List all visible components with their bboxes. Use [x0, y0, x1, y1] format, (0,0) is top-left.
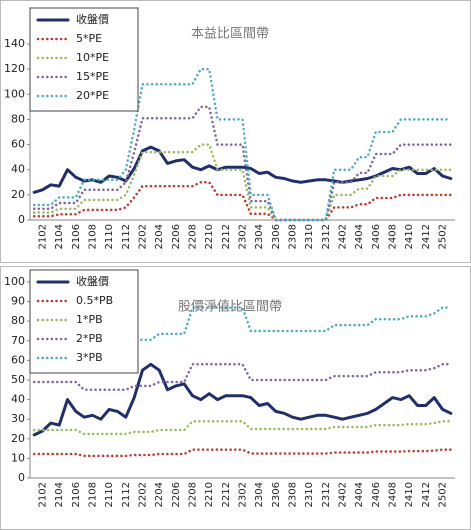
legend-label: 20*PE [76, 89, 109, 102]
x-tick-label: 2208 [188, 482, 199, 507]
series-line [32, 363, 453, 392]
x-tick-label: 2110 [104, 224, 115, 249]
x-tick-label: 2404 [354, 482, 365, 507]
x-tick-label: 2110 [104, 482, 115, 507]
x-tick-label: 2102 [38, 224, 49, 249]
x-tick-label: 2308 [288, 482, 299, 507]
y-tick-label: 140 [4, 37, 25, 50]
series-line [32, 419, 453, 436]
series-line [32, 181, 453, 222]
x-tick-label: 2306 [271, 224, 282, 249]
x-tick-label: 2212 [221, 482, 232, 507]
y-tick-label: 120 [4, 62, 25, 75]
x-tick-label: 2208 [188, 224, 199, 249]
legend-box [29, 7, 139, 112]
x-tick-label: 2310 [304, 482, 315, 507]
series-line [32, 105, 453, 222]
x-tick-label: 2412 [421, 224, 432, 249]
x-tick-label: 2206 [171, 224, 182, 249]
x-tick-label: 2112 [121, 482, 132, 507]
y-tick-label: 0 [18, 213, 25, 226]
x-tick-label: 2204 [154, 224, 165, 249]
legend-label: 3*PB [76, 351, 103, 364]
y-tick-label: 80 [11, 112, 25, 125]
x-tick-label: 2308 [288, 224, 299, 249]
x-tick-label: 2108 [88, 224, 99, 249]
x-tick-label: 2406 [371, 482, 382, 507]
legend-label: 0.5*PB [76, 294, 113, 307]
legend-box [29, 269, 139, 374]
x-tick-label: 2304 [254, 482, 265, 507]
legend-label: 15*PE [76, 70, 109, 83]
x-tick-label: 2302 [238, 224, 249, 249]
x-tick-label: 2404 [354, 224, 365, 249]
x-tick-label: 2410 [404, 224, 415, 249]
legend-label: 2*PB [76, 332, 103, 345]
x-tick-label: 2402 [338, 224, 349, 249]
series-line [32, 143, 453, 222]
legend-label: 10*PE [76, 51, 109, 64]
x-tick-label: 2312 [321, 482, 332, 507]
x-tick-label: 2104 [54, 224, 65, 249]
y-tick-label: 50 [11, 373, 25, 386]
y-tick-label: 60 [11, 138, 25, 151]
y-tick-label: 40 [11, 393, 25, 406]
x-tick-label: 2302 [238, 482, 249, 507]
x-tick-label: 2102 [38, 482, 49, 507]
y-tick-label: 70 [11, 334, 25, 347]
x-tick-label: 2106 [71, 482, 82, 507]
x-tick-label: 2108 [88, 482, 99, 507]
x-tick-label: 2106 [71, 224, 82, 249]
x-tick-label: 2408 [388, 224, 399, 249]
x-tick-label: 2406 [371, 224, 382, 249]
x-tick-label: 2402 [338, 482, 349, 507]
y-tick-label: 20 [11, 188, 25, 201]
chart-title: 股價淨值比區間帶 [178, 299, 282, 315]
x-tick-label: 2202 [138, 482, 149, 507]
series-line [32, 362, 453, 437]
x-tick-label: 2312 [321, 224, 332, 249]
y-tick-label: 100 [4, 87, 25, 100]
x-tick-label: 2310 [304, 224, 315, 249]
y-tick-label: 20 [11, 432, 25, 445]
x-tick-label: 2410 [404, 482, 415, 507]
x-tick-label: 2206 [171, 482, 182, 507]
chart-title: 本益比區間帶 [191, 27, 269, 42]
y-tick-label: 100 [4, 275, 25, 288]
x-tick-label: 2306 [271, 482, 282, 507]
legend-label: 1*PB [76, 313, 103, 326]
y-tick-label: 30 [11, 412, 25, 425]
x-tick-label: 2210 [204, 482, 215, 507]
series-line [32, 67, 453, 222]
x-tick-label: 2104 [54, 482, 65, 507]
x-tick-label: 2502 [438, 224, 449, 249]
y-tick-label: 40 [11, 163, 25, 176]
y-tick-label: 0 [18, 471, 25, 484]
x-tick-label: 2204 [154, 482, 165, 507]
legend-label: 收盤價 [76, 12, 109, 26]
y-tick-label: 60 [11, 353, 25, 366]
series-line [32, 448, 453, 458]
legend-label: 5*PE [76, 32, 102, 45]
y-tick-label: 90 [11, 295, 25, 308]
x-tick-label: 2502 [438, 482, 449, 507]
x-tick-label: 2210 [204, 224, 215, 249]
x-tick-label: 2112 [121, 224, 132, 249]
x-tick-label: 2408 [388, 482, 399, 507]
legend-label: 收盤價 [76, 274, 109, 288]
x-tick-label: 2212 [221, 224, 232, 249]
series-line [32, 306, 453, 347]
y-tick-label: 80 [11, 314, 25, 327]
x-tick-label: 2412 [421, 482, 432, 507]
x-tick-label: 2304 [254, 224, 265, 249]
x-tick-label: 2202 [138, 224, 149, 249]
y-tick-label: 10 [11, 451, 25, 464]
